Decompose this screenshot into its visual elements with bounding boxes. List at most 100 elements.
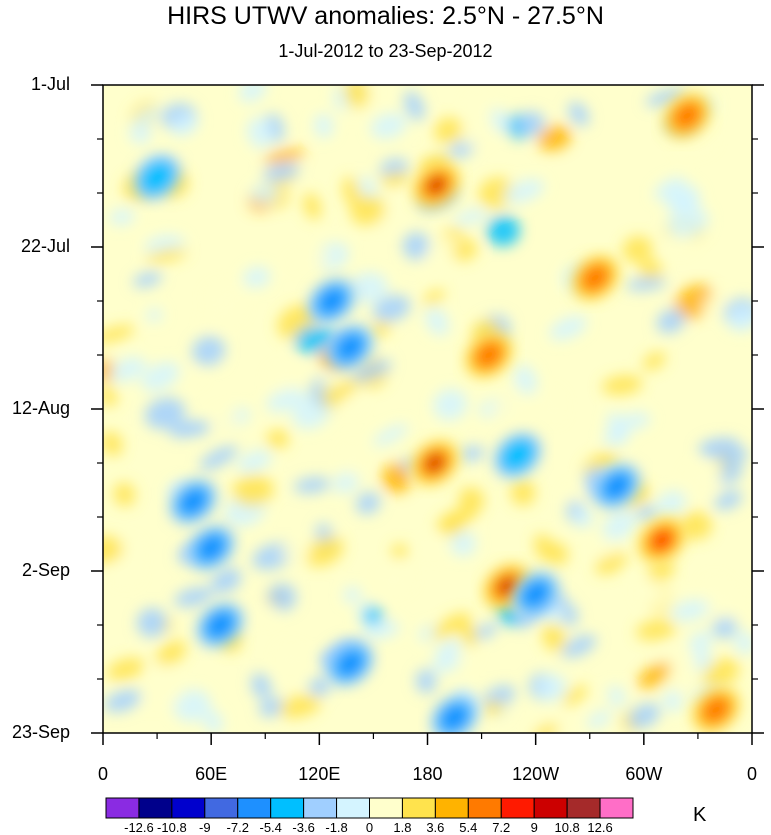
- anomaly-texture-patch: [320, 365, 356, 390]
- anomaly-texture-patch: [478, 177, 515, 209]
- anomaly-feature: [326, 324, 374, 370]
- anomaly-texture-patch: [141, 361, 180, 392]
- anomaly-texture-patch: [452, 240, 478, 261]
- anomaly-contour: [426, 455, 443, 471]
- anomaly-texture-patch: [109, 357, 147, 382]
- anomaly-texture-patch: [344, 445, 363, 477]
- anomaly-feature: [196, 602, 244, 648]
- colorbar-swatch: [599, 797, 634, 819]
- anomaly-contour: [653, 532, 670, 548]
- anomaly-texture-patch: [247, 117, 273, 149]
- anomaly-texture-patch: [607, 685, 626, 708]
- anomaly-texture-patch: [685, 463, 720, 495]
- anomaly-texture-patch: [562, 685, 588, 706]
- colorbar-swatch: [336, 797, 370, 819]
- anomaly-texture-patch: [537, 125, 572, 151]
- anomaly-texture-patch: [373, 295, 411, 322]
- anomaly-texture-patch: [144, 397, 186, 430]
- anomaly-texture-patch: [453, 208, 489, 226]
- colorbar: [105, 797, 634, 819]
- anomaly-texture-patch: [278, 694, 321, 718]
- anomaly-texture-patch: [549, 315, 587, 341]
- anomaly-texture-patch: [460, 122, 492, 146]
- colorbar-label: -10.8: [157, 820, 187, 835]
- anomaly-texture-patch: [343, 586, 362, 603]
- anomaly-texture-patch: [619, 412, 651, 430]
- anomaly-texture-patch: [704, 578, 728, 607]
- anomaly-texture-patch: [490, 396, 534, 423]
- anomaly-texture-patch: [266, 388, 306, 412]
- anomaly-texture-patch: [468, 97, 485, 115]
- anomaly-texture-patch: [106, 657, 145, 681]
- colorbar-units: K: [693, 804, 707, 826]
- anomaly-contour: [480, 347, 497, 363]
- anomaly-texture-patch: [259, 697, 285, 717]
- colorbar-swatch: [303, 797, 338, 819]
- anomaly-texture-patch: [113, 482, 136, 507]
- anomaly-texture-patch: [382, 463, 411, 494]
- anomaly-texture-patch: [278, 544, 312, 559]
- anomaly-texture-patch: [653, 177, 685, 200]
- colorbar-swatch: [566, 797, 601, 819]
- anomaly-texture-patch: [642, 352, 666, 371]
- anomaly-texture-patch: [214, 409, 239, 433]
- anomaly-texture-patch: [486, 215, 520, 247]
- anomaly-texture-patch: [602, 510, 637, 541]
- anomaly-texture-patch: [356, 492, 381, 515]
- colorbar-swatch: [204, 797, 239, 819]
- anomaly-texture-patch: [251, 673, 272, 699]
- anomaly-texture-patch: [688, 631, 713, 652]
- anomaly-texture-patch: [293, 477, 331, 494]
- anomaly-texture-patch: [712, 617, 738, 639]
- anomaly-texture-patch: [199, 445, 238, 471]
- anomaly-texture-patch: [459, 620, 477, 647]
- x-tick-label: 120W: [512, 764, 560, 784]
- anomaly-texture-patch: [173, 689, 211, 722]
- colorbar-swatch: [138, 797, 173, 819]
- colorbar-label: -7.2: [226, 820, 249, 835]
- anomaly-texture-patch: [423, 236, 461, 268]
- anomaly-texture-patch: [372, 424, 409, 447]
- anomaly-feature: [465, 332, 513, 378]
- anomaly-texture-patch: [622, 236, 653, 263]
- anomaly-texture-patch: [294, 325, 336, 354]
- anomaly-texture-patch: [734, 631, 752, 655]
- anomaly-contour: [341, 339, 359, 355]
- anomaly-texture-patch: [568, 101, 589, 126]
- colorbar-label: -3.6: [292, 820, 315, 835]
- anomaly-texture-patch: [104, 689, 142, 713]
- anomaly-feature: [187, 525, 235, 571]
- anomaly-texture-patch: [370, 113, 407, 139]
- anomaly-texture-patch: [270, 365, 299, 391]
- anomaly-texture-patch: [702, 658, 740, 690]
- anomaly-texture-patch: [152, 665, 172, 682]
- anomaly-texture-patch: [402, 232, 430, 260]
- anomaly-texture-patch: [423, 537, 446, 557]
- anomaly-texture-patch: [534, 534, 555, 562]
- anomaly-texture-patch: [536, 674, 567, 702]
- anomaly-contour: [608, 478, 625, 494]
- anomaly-contour: [446, 709, 463, 726]
- anomaly-texture-patch: [232, 474, 274, 507]
- anomaly-texture-patch: [561, 635, 597, 658]
- x-tick-label: 60E: [195, 764, 228, 784]
- anomaly-texture-patch: [510, 480, 536, 506]
- anomaly-texture-patch: [156, 640, 187, 666]
- colorbar-label: -5.4: [259, 820, 282, 835]
- anomaly-feature: [511, 571, 560, 617]
- colorbar-swatch: [171, 797, 206, 819]
- colorbar-swatch: [467, 797, 502, 819]
- anomaly-texture-patch: [647, 560, 675, 582]
- anomaly-texture-patch: [380, 171, 410, 187]
- anomaly-feature: [326, 640, 374, 687]
- anomaly-texture-patch: [458, 487, 485, 514]
- colorbar-label: 0: [365, 820, 374, 835]
- colorbar-label: -12.6: [124, 820, 154, 835]
- anomaly-texture-patch: [192, 336, 226, 366]
- anomaly-texture-patch: [263, 148, 306, 164]
- y-tick-label: 23-Sep: [11, 722, 70, 742]
- anomaly-texture-patch: [503, 179, 545, 204]
- anomaly-texture-patch: [174, 587, 214, 608]
- anomaly-texture-patch: [670, 599, 710, 622]
- colorbar-swatch: [237, 797, 272, 819]
